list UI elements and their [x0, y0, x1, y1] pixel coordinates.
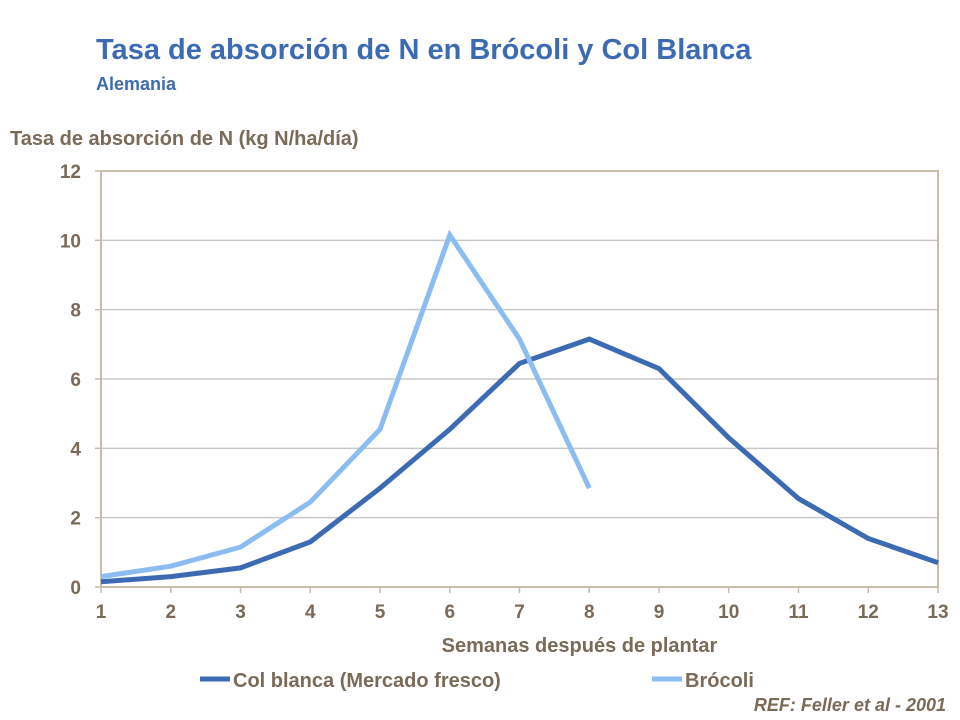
grid-lines [101, 239, 938, 519]
y-tick-label: 12 [60, 162, 81, 183]
x-tick-label: 10 [718, 602, 739, 623]
x-tick-label: 3 [235, 602, 246, 623]
series-line-col-blanca [100, 336, 939, 585]
x-tick-label: 8 [584, 602, 595, 623]
x-tick-label: 12 [858, 602, 879, 623]
y-tick-label: 2 [70, 509, 81, 530]
x-tick-label: 13 [927, 602, 948, 623]
x-tick-label: 11 [788, 602, 809, 623]
x-tick-label: 1 [96, 602, 107, 623]
legend-label: Brócoli [685, 670, 754, 692]
legend-label: Col blanca (Mercado fresco) [233, 670, 501, 692]
x-tick-label: 4 [305, 602, 316, 623]
reference-note: REF: Feller et al - 2001 [753, 695, 946, 715]
x-tick-label: 7 [514, 602, 525, 623]
y-tick-label: 10 [60, 231, 81, 252]
series-line-brocoli [100, 229, 592, 580]
y-tick-label: 8 [70, 301, 81, 322]
x-tick-label: 5 [375, 602, 386, 623]
x-tick-label: 6 [444, 602, 455, 623]
legend: Col blanca (Mercado fresco) Brócoli [200, 670, 754, 692]
y-tick-label: 0 [70, 578, 81, 599]
y-axis-label: Tasa de absorción de N (kg N/ha/día) [10, 128, 359, 150]
chart-title: Tasa de absorción de N en Brócoli y Col … [96, 34, 752, 66]
x-axis-label: Semanas después de plantar [442, 635, 718, 657]
chart-subtitle: Alemania [96, 74, 177, 94]
y-tick-label: 4 [70, 439, 81, 460]
x-tick-label: 9 [654, 602, 665, 623]
x-tick-label: 2 [165, 602, 176, 623]
y-tick-label: 6 [70, 370, 81, 391]
series-lines [100, 229, 939, 585]
